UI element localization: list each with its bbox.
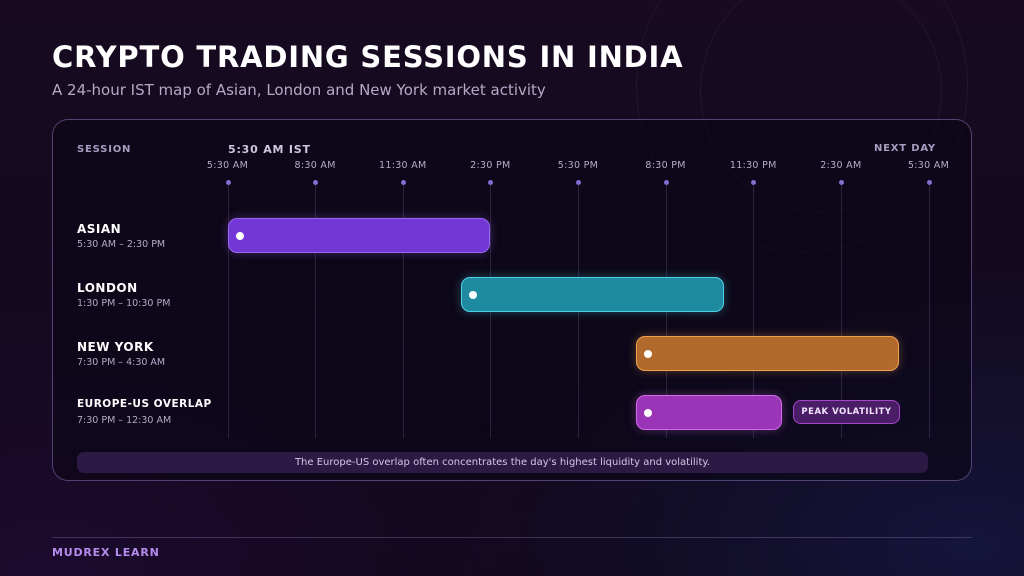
session-time: 7:30 PM – 12:30 AM [77,415,172,426]
grid-line [840,183,842,438]
tick-label: 5:30 PM [557,160,599,171]
tick-marker [225,180,231,185]
grid-line [402,183,404,438]
session-bar [227,218,491,253]
tick-marker [926,180,932,185]
tick-marker [663,180,669,185]
session-name: LONDON [77,281,138,295]
peak-volatility-badge: PEAK VOLATILITY [793,400,900,424]
bar-start-dot [469,290,478,299]
brand-label: MUDREX LEARN [52,546,160,559]
session-name: EUROPE-US OVERLAP [77,398,212,410]
page-title: CRYPTO TRADING SESSIONS IN INDIA [52,40,684,74]
session-bar [461,277,725,312]
footer-divider [52,537,972,538]
session-time: 5:30 AM – 2:30 PM [77,239,166,250]
tick-marker [400,180,406,185]
tick-marker [488,180,494,185]
axis-start-label: 5:30 AM IST [228,143,311,156]
session-bar [636,336,900,371]
grid-line [753,183,755,438]
session-time: 1:30 PM – 10:30 PM [77,298,171,309]
footnote-banner: The Europe-US overlap often concentrates… [77,452,928,473]
tick-label: 11:30 PM [729,160,777,171]
grid-line [227,183,229,438]
session-column-header: SESSION [77,144,132,155]
bar-start-dot [235,231,244,240]
tick-marker [313,180,319,185]
tick-label: 8:30 AM [294,160,336,171]
tick-label: 5:30 AM [907,160,950,171]
session-name: ASIAN [77,222,122,236]
tick-label: 2:30 AM [820,160,862,171]
grid-line [315,183,317,438]
bar-start-dot [644,408,653,417]
tick-label: 11:30 AM [379,160,427,171]
tick-label: 5:30 AM [206,160,249,171]
session-name: NEW YORK [77,340,154,354]
axis-end-label: NEXT DAY [874,143,936,154]
session-time: 7:30 PM – 4:30 AM [77,357,166,368]
tick-marker [751,180,757,185]
tick-label: 8:30 PM [645,160,686,171]
tick-label: 2:30 PM [470,160,511,171]
tick-marker [576,180,581,185]
tick-marker [838,180,844,185]
page-subtitle: A 24-hour IST map of Asian, London and N… [52,81,546,99]
session-bar [636,395,783,430]
grid-line [928,183,930,438]
bar-start-dot [644,349,653,358]
